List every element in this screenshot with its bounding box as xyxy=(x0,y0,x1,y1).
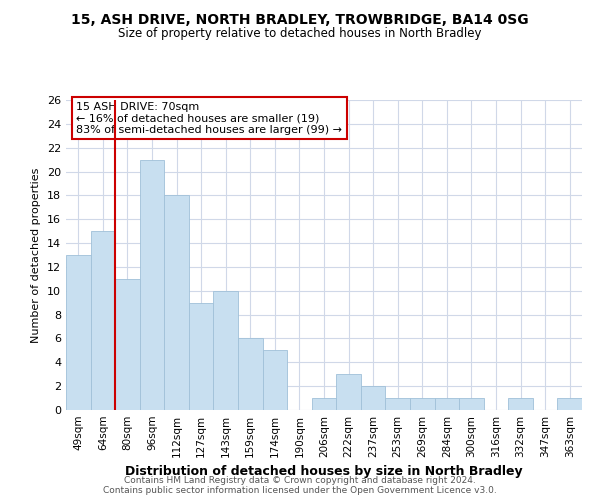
Y-axis label: Number of detached properties: Number of detached properties xyxy=(31,168,41,342)
Bar xyxy=(238,338,263,410)
Text: Contains HM Land Registry data © Crown copyright and database right 2024.: Contains HM Land Registry data © Crown c… xyxy=(124,476,476,485)
Bar xyxy=(508,398,533,410)
Text: Size of property relative to detached houses in North Bradley: Size of property relative to detached ho… xyxy=(118,28,482,40)
Bar xyxy=(312,398,336,410)
Bar xyxy=(164,196,189,410)
Bar xyxy=(410,398,434,410)
Bar xyxy=(263,350,287,410)
Bar xyxy=(336,374,361,410)
Bar xyxy=(557,398,582,410)
Bar xyxy=(214,291,238,410)
Bar xyxy=(361,386,385,410)
Bar xyxy=(115,279,140,410)
Text: Contains public sector information licensed under the Open Government Licence v3: Contains public sector information licen… xyxy=(103,486,497,495)
Bar xyxy=(66,255,91,410)
Bar xyxy=(434,398,459,410)
X-axis label: Distribution of detached houses by size in North Bradley: Distribution of detached houses by size … xyxy=(125,466,523,478)
Bar xyxy=(385,398,410,410)
Bar xyxy=(459,398,484,410)
Bar xyxy=(91,231,115,410)
Text: 15 ASH DRIVE: 70sqm
← 16% of detached houses are smaller (19)
83% of semi-detach: 15 ASH DRIVE: 70sqm ← 16% of detached ho… xyxy=(76,102,343,134)
Bar xyxy=(189,302,214,410)
Bar xyxy=(140,160,164,410)
Text: 15, ASH DRIVE, NORTH BRADLEY, TROWBRIDGE, BA14 0SG: 15, ASH DRIVE, NORTH BRADLEY, TROWBRIDGE… xyxy=(71,12,529,26)
